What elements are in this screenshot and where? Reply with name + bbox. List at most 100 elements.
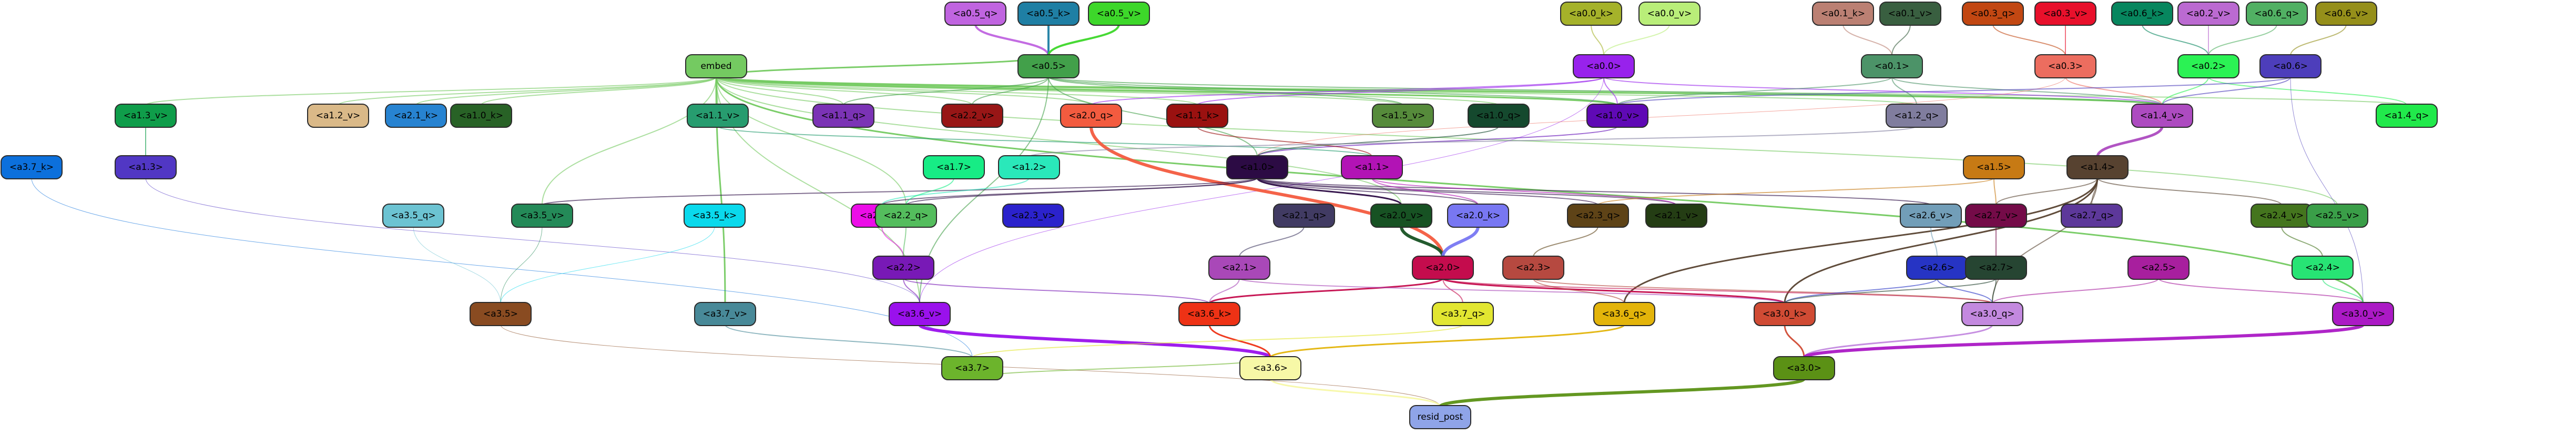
node-a3-5-k[interactable]: <a3.5_k> (684, 204, 746, 228)
node-a0-5-v[interactable]: <a0.5_v> (1088, 2, 1150, 26)
node-a2-4[interactable]: <a2.4> (2292, 256, 2354, 280)
edge-a0_6_q-to-a0_2 (2208, 24, 2277, 56)
node-a3-6-k[interactable]: <a3.6_k> (1178, 302, 1240, 326)
node-a1-5[interactable]: <a1.5> (1963, 155, 2025, 179)
node-a2-1[interactable]: <a2.1> (1208, 256, 1270, 280)
node-label: <a1.5> (1977, 162, 2011, 173)
node-a0-0-v[interactable]: <a0.0_v> (1638, 2, 1701, 26)
edge-a2_0-to-a3_6_k (1208, 277, 1444, 305)
node-a1-5-v[interactable]: <a1.5_v> (1372, 104, 1434, 128)
node-a2-2-v[interactable]: <a2.2_v> (941, 104, 1003, 128)
node-box (1468, 104, 1530, 128)
node-a2-7-v[interactable]: <a2.7_v> (1965, 204, 2027, 228)
node-a0-6-q[interactable]: <a0.6_q> (2246, 2, 2308, 26)
node-a1-0-q[interactable]: <a1.0_q> (1468, 104, 1530, 128)
node-a3-0-v[interactable]: <a3.0_v> (2332, 302, 2394, 326)
node-a1-4[interactable]: <a1.4> (2066, 155, 2129, 179)
node-a0-5[interactable]: <a0.5> (1017, 54, 1080, 78)
node-a2-5-v[interactable]: <a2.5_v> (2306, 204, 2368, 228)
node-a1-4-q[interactable]: <a1.4_q> (2376, 104, 2438, 128)
node-a3-0-q[interactable]: <a3.0_q> (1961, 302, 2023, 326)
node-a2-7-q[interactable]: <a2.7_q> (2061, 204, 2123, 228)
node-a3-5[interactable]: <a3.5> (470, 302, 532, 326)
edge-a1_2_q-to-a1_2 (1029, 126, 1917, 157)
node-a0-2-v[interactable]: <a0.2_v> (2177, 2, 2239, 26)
node-a2-1-q[interactable]: <a2.1_q> (1273, 204, 1335, 228)
node-label: <a1.7> (936, 162, 971, 173)
node-a0-5-k[interactable]: <a0.5_k> (1017, 2, 1080, 26)
node-a1-7[interactable]: <a1.7> (923, 155, 985, 179)
node-a0-1-v[interactable]: <a0.1_v> (1879, 2, 1941, 26)
node-label: <a2.1_k> (394, 110, 438, 121)
node-a1-3[interactable]: <a1.3> (115, 155, 177, 179)
node-label: <a1.3> (128, 162, 163, 173)
node-a2-2[interactable]: <a2.2> (872, 256, 934, 280)
edge-a0_0_v-to-a0_0 (1603, 24, 1670, 56)
node-a3-7-q[interactable]: <a3.7_q> (1432, 302, 1494, 326)
edge-a3_7-to-a3_6 (972, 357, 1271, 379)
node-box (2306, 204, 2368, 228)
node-a3-6[interactable]: <a3.6> (1239, 356, 1301, 380)
node-a3-5-v[interactable]: <a3.5_v> (511, 204, 573, 228)
node-box (470, 302, 532, 326)
node-a2-0-v[interactable]: <a2.0_v> (1370, 204, 1432, 228)
node-a2-3[interactable]: <a2.3> (1502, 256, 1564, 280)
node-a1-2-q[interactable]: <a1.2_q> (1886, 104, 1948, 128)
node-a2-0-q[interactable]: <a2.0_q> (1060, 104, 1122, 128)
node-a0-6-v[interactable]: <a0.6_v> (2315, 2, 2377, 26)
node-a0-1-k[interactable]: <a0.1_k> (1812, 2, 1874, 26)
node-a2-0[interactable]: <a2.0> (1412, 256, 1474, 280)
node-a0-2[interactable]: <a0.2> (2177, 54, 2239, 78)
node-a1-4-v[interactable]: <a1.4_v> (2131, 104, 2193, 128)
node-box (307, 104, 369, 128)
node-resid-post[interactable]: resid_post (1409, 405, 1471, 429)
node-label: <a1.1_k> (1175, 110, 1219, 121)
node-box (685, 54, 747, 78)
node-a1-1[interactable]: <a1.1> (1341, 155, 1403, 179)
node-a1-0-k[interactable]: <a1.0_k> (450, 104, 512, 128)
node-a3-5-q[interactable]: <a3.5_q> (382, 204, 444, 228)
node-a2-1-v[interactable]: <a2.1_v> (1645, 204, 1707, 228)
node-a3-7[interactable]: <a3.7> (941, 356, 1003, 380)
node-a1-3-v[interactable]: <a1.3_v> (115, 104, 177, 128)
node-a2-6-v[interactable]: <a2.6_v> (1900, 204, 1962, 228)
node-a0-0-k[interactable]: <a0.0_k> (1560, 2, 1622, 26)
node-a2-3-q[interactable]: <a2.3_q> (1567, 204, 1629, 228)
node-a2-6[interactable]: <a2.6> (1906, 256, 1968, 280)
node-a1-0-v[interactable]: <a1.0_v> (1586, 104, 1648, 128)
node-a2-4-v[interactable]: <a2.4_v> (2251, 204, 2313, 228)
node-a2-5[interactable]: <a2.5> (2127, 256, 2190, 280)
node-a1-0[interactable]: <a1.0> (1226, 155, 1288, 179)
node-a1-2-v[interactable]: <a1.2_v> (307, 104, 369, 128)
node-a0-3-q[interactable]: <a0.3_q> (1962, 2, 2024, 26)
node-embed[interactable]: embed (685, 54, 747, 78)
node-a3-6-q[interactable]: <a3.6_q> (1593, 302, 1655, 326)
node-box (812, 104, 874, 128)
node-a2-0-k[interactable]: <a2.0_k> (1447, 204, 1509, 228)
node-a2-3-v[interactable]: <a2.3_v> (1002, 204, 1064, 228)
node-a1-1-v[interactable]: <a1.1_v> (687, 104, 749, 128)
node-a0-6-k[interactable]: <a0.6_k> (2111, 2, 2173, 26)
node-box (941, 356, 1003, 380)
node-a3-0-k[interactable]: <a3.0_k> (1754, 302, 1816, 326)
node-a2-1-k[interactable]: <a2.1_k> (385, 104, 447, 128)
node-label: <a0.0_v> (1647, 8, 1692, 19)
node-a3-0[interactable]: <a3.0> (1773, 356, 1835, 380)
node-a3-7-k[interactable]: <a3.7_k> (1, 155, 63, 179)
node-a0-5-q[interactable]: <a0.5_q> (944, 2, 1006, 26)
edge-a2_3_q-to-a2_3 (1533, 226, 1598, 258)
edge-a0_6-to-a1_4_v (2162, 76, 2291, 106)
node-a3-7-v[interactable]: <a3.7_v> (694, 302, 756, 326)
node-a1-1-q[interactable]: <a1.1_q> (812, 104, 874, 128)
node-a0-1[interactable]: <a0.1> (1861, 54, 1923, 78)
node-a0-3-v[interactable]: <a0.3_v> (2034, 2, 2096, 26)
node-a2-7[interactable]: <a2.7> (1965, 256, 2027, 280)
node-a1-1-k[interactable]: <a1.1_k> (1166, 104, 1228, 128)
node-a0-0[interactable]: <a0.0> (1573, 54, 1635, 78)
node-a1-2[interactable]: <a1.2> (998, 155, 1060, 179)
node-a3-6-v[interactable]: <a3.6_v> (889, 302, 951, 326)
node-a0-6[interactable]: <a0.6> (2259, 54, 2322, 78)
node-a0-3[interactable]: <a0.3> (2034, 54, 2096, 78)
node-a2-2-q[interactable]: <a2.2_q> (875, 204, 937, 228)
